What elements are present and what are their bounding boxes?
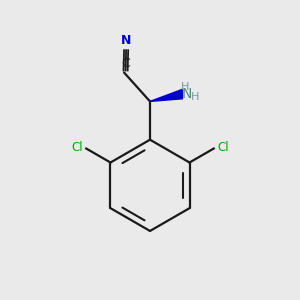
Text: C: C: [121, 57, 130, 70]
Text: H: H: [191, 92, 199, 102]
Text: N: N: [121, 34, 131, 47]
Polygon shape: [150, 89, 182, 101]
Text: Cl: Cl: [217, 141, 229, 154]
Text: Cl: Cl: [71, 141, 83, 154]
Text: N: N: [182, 87, 192, 101]
Text: H: H: [181, 82, 190, 92]
